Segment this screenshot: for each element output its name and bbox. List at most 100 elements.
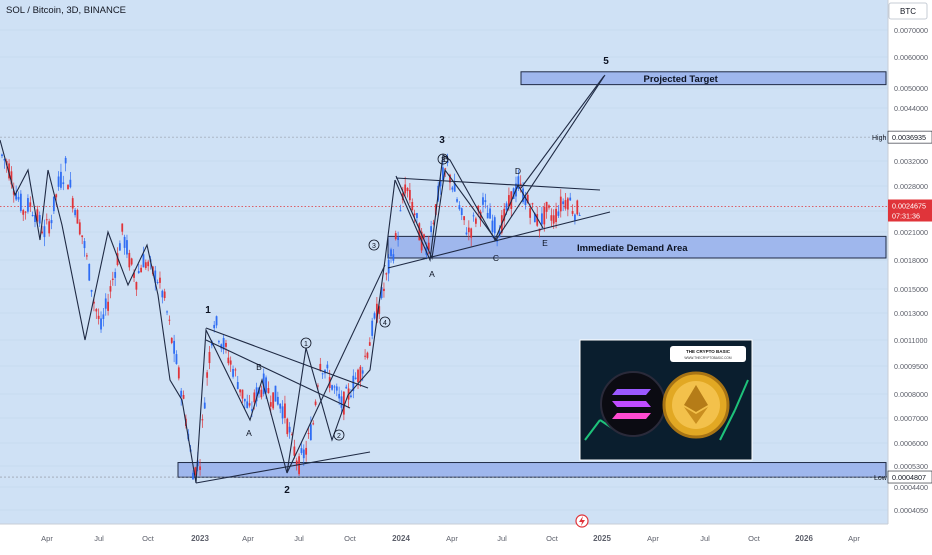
candle-body (300, 448, 303, 454)
candle-body (352, 375, 355, 392)
candle-body (383, 288, 385, 292)
time-tick-label: Oct (546, 534, 559, 543)
candle-body (41, 231, 43, 234)
candle-body (274, 385, 277, 402)
candle-body (265, 377, 267, 393)
time-tick-label: Apr (242, 534, 254, 543)
price-tick-label: 0.0007000 (894, 414, 928, 423)
candle-body (121, 223, 124, 232)
price-tick-label: 0.0005300 (894, 462, 928, 471)
low-price-badge (887, 470, 932, 484)
candle-body (373, 313, 376, 319)
immediate-demand-zone (387, 235, 887, 259)
projection-upper-leg (520, 75, 605, 189)
candle-body (175, 354, 178, 364)
candle-body (533, 213, 536, 223)
wedge-lower-line (205, 339, 351, 409)
candle-body (467, 227, 470, 233)
circled-wave-marker (368, 239, 380, 251)
candle-body (559, 196, 562, 212)
candle-body (248, 403, 251, 406)
candle-body (147, 261, 150, 267)
candle-body (375, 303, 378, 323)
time-tick-label: Oct (748, 534, 761, 543)
candle-body (38, 215, 41, 224)
candle-body (24, 211, 27, 213)
candle-body (397, 237, 399, 241)
candle-body (276, 396, 279, 405)
time-tick-label: Apr (647, 534, 659, 543)
high-price-badge (887, 130, 932, 144)
thumbnail-background-chart (584, 379, 749, 441)
candle-body (408, 189, 411, 201)
candle-body (399, 210, 402, 212)
candle-body (225, 342, 227, 347)
ethereum-logo-icon (662, 371, 730, 439)
candle-body (444, 168, 447, 170)
current-price-value: 0.0024675 (892, 202, 926, 211)
candle-body (100, 318, 102, 330)
candle-body (88, 263, 91, 281)
symbol-title: SOL / Bitcoin, 3D, BINANCE (6, 5, 126, 16)
quote-currency-badge[interactable]: BTC (888, 2, 928, 20)
candle-body (206, 372, 209, 378)
candle-body (93, 301, 95, 304)
candle-body (387, 259, 390, 274)
candle-body (57, 176, 60, 187)
candle-body (34, 215, 36, 222)
news-flash-icon[interactable] (575, 514, 589, 528)
circled-wave-marker (333, 429, 345, 441)
candle-body (159, 277, 161, 283)
candle-body (314, 401, 317, 405)
candle-body (361, 370, 364, 374)
candle-body (406, 187, 409, 192)
candle-body (161, 290, 164, 298)
candle-body (232, 368, 234, 377)
candle-body (545, 201, 548, 212)
candle-body (489, 208, 491, 219)
candle-body (298, 456, 300, 475)
candle-body (366, 352, 369, 358)
candle-body (536, 214, 539, 226)
circled-wave-marker (379, 316, 391, 328)
candle-body (142, 254, 145, 268)
candle-body (416, 213, 418, 218)
time-tick-label: Apr (41, 534, 53, 543)
time-tick-label: Jul (700, 534, 710, 543)
candle-body (493, 217, 496, 234)
time-tick-label: Oct (344, 534, 357, 543)
candle-body (154, 270, 157, 283)
candle-body (557, 211, 560, 216)
time-axis-panel[interactable] (0, 524, 888, 550)
price-tick-label: 0.0008000 (894, 390, 928, 399)
candle-body (78, 222, 81, 235)
high-label: High (872, 135, 887, 142)
candle-body (562, 201, 565, 205)
candle-body (177, 367, 180, 379)
time-tick-label: Jul (497, 534, 507, 543)
candles (1, 153, 581, 480)
candle-body (305, 447, 308, 455)
candle-body (241, 389, 244, 399)
candle-body (548, 205, 550, 208)
candle-body (404, 184, 407, 194)
price-tick-label: 0.0015000 (894, 285, 928, 294)
candle-body (512, 188, 515, 199)
candle-body (302, 449, 305, 459)
candle-body (260, 389, 263, 398)
price-tick-label: 0.0021000 (894, 228, 928, 237)
time-tick-label: Jul (94, 534, 104, 543)
candle-body (90, 289, 93, 292)
price-axis-panel[interactable] (888, 0, 932, 550)
candle-body (50, 220, 53, 224)
candle-body (166, 311, 168, 313)
price-tick-label: 0.0004050 (894, 506, 928, 515)
projected-target-label: Projected Target (644, 74, 719, 85)
candle-body (137, 271, 140, 274)
candle-body (307, 433, 310, 435)
candle-body (491, 220, 494, 232)
candle-body (350, 395, 352, 398)
candle-body (267, 388, 270, 394)
candle-body (102, 314, 105, 319)
